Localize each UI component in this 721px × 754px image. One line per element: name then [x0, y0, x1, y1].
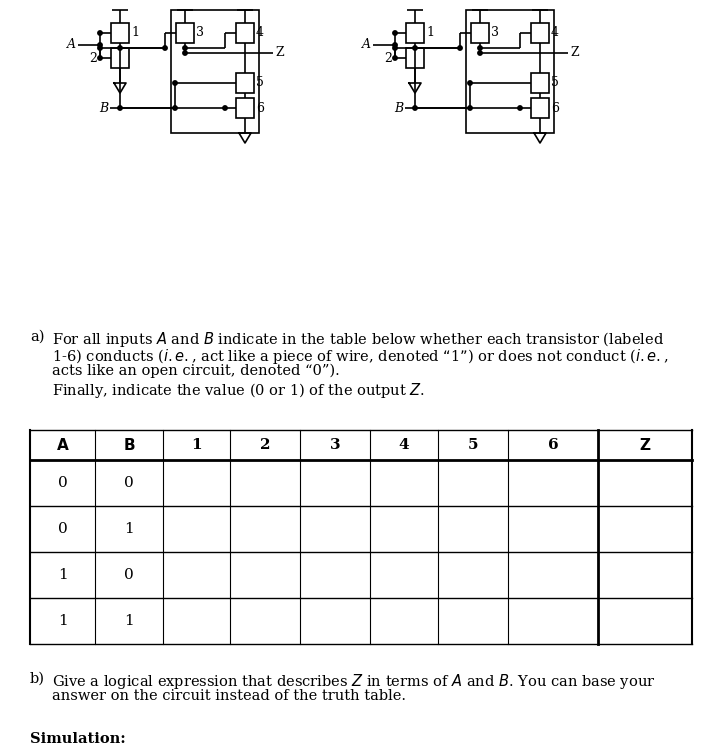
Circle shape [98, 31, 102, 35]
Circle shape [163, 46, 167, 51]
Bar [406, 23, 424, 43]
Circle shape [118, 106, 122, 110]
Text: B: B [99, 102, 108, 115]
Text: 6: 6 [548, 438, 558, 452]
Text: b): b) [30, 672, 45, 686]
Text: 4: 4 [551, 26, 559, 39]
Circle shape [98, 46, 102, 51]
Circle shape [478, 46, 482, 51]
Text: 5: 5 [551, 76, 559, 90]
Circle shape [468, 106, 472, 110]
Circle shape [173, 81, 177, 85]
Bar [466, 10, 554, 133]
Circle shape [458, 46, 462, 51]
Circle shape [413, 46, 417, 51]
Circle shape [478, 51, 482, 55]
Text: For all inputs $\mathit{A}$ and $\mathit{B}$ indicate in the table below whether: For all inputs $\mathit{A}$ and $\mathit… [52, 330, 664, 349]
Text: 1-6) conducts ($\mathit{i.e.}$, act like a piece of wire, denoted “1”) or does n: 1-6) conducts ($\mathit{i.e.}$, act like… [52, 347, 668, 366]
Text: 3: 3 [329, 438, 340, 452]
Bar [406, 48, 424, 68]
Text: answer on the circuit instead of the truth table.: answer on the circuit instead of the tru… [52, 689, 406, 703]
Circle shape [183, 46, 187, 51]
Text: 1: 1 [191, 438, 202, 452]
Circle shape [118, 46, 122, 51]
Bar [471, 23, 489, 43]
Circle shape [393, 46, 397, 51]
Text: 6: 6 [256, 102, 264, 115]
Text: Z: Z [570, 47, 579, 60]
Text: a): a) [30, 330, 45, 344]
Circle shape [183, 51, 187, 55]
Bar [236, 73, 254, 93]
Text: 1: 1 [58, 614, 67, 628]
Text: 5: 5 [468, 438, 478, 452]
Bar [171, 10, 259, 133]
Text: 0: 0 [58, 522, 67, 536]
Text: Finally, indicate the value (0 or 1) of the output $\mathit{Z}$.: Finally, indicate the value (0 or 1) of … [52, 381, 425, 400]
Text: 3: 3 [491, 26, 499, 39]
Text: 3: 3 [196, 26, 204, 39]
Bar [531, 98, 549, 118]
Bar [176, 23, 194, 43]
Text: 4: 4 [399, 438, 410, 452]
Text: $\mathbf{B}$: $\mathbf{B}$ [123, 437, 136, 453]
Text: 4: 4 [256, 26, 264, 39]
Text: B: B [394, 102, 403, 115]
Text: 2: 2 [260, 438, 270, 452]
Text: 1: 1 [124, 522, 134, 536]
Text: acts like an open circuit, denoted “0”).: acts like an open circuit, denoted “0”). [52, 364, 340, 379]
Text: A: A [67, 38, 76, 51]
Text: $\mathbf{A}$: $\mathbf{A}$ [56, 437, 69, 453]
Text: 6: 6 [551, 102, 559, 115]
Text: 5: 5 [256, 76, 264, 90]
Text: 1: 1 [426, 26, 434, 39]
Circle shape [468, 81, 472, 85]
Text: Z: Z [275, 47, 283, 60]
Text: 0: 0 [124, 568, 134, 582]
Circle shape [393, 43, 397, 48]
Circle shape [98, 43, 102, 48]
Circle shape [413, 106, 417, 110]
Circle shape [393, 56, 397, 60]
Text: $\mathbf{Z}$: $\mathbf{Z}$ [639, 437, 651, 453]
Text: 2: 2 [89, 51, 97, 65]
Text: 1: 1 [124, 614, 134, 628]
Circle shape [173, 106, 177, 110]
Text: A: A [362, 38, 371, 51]
Text: Give a logical expression that describes $\mathit{Z}$ in terms of $\mathit{A}$ a: Give a logical expression that describes… [52, 672, 655, 691]
Bar [111, 23, 129, 43]
Text: 0: 0 [124, 476, 134, 490]
Circle shape [98, 56, 102, 60]
Text: 1: 1 [58, 568, 67, 582]
Bar [531, 23, 549, 43]
Circle shape [393, 31, 397, 35]
Bar [531, 73, 549, 93]
Circle shape [223, 106, 227, 110]
Circle shape [518, 106, 522, 110]
Bar [111, 48, 129, 68]
Text: 2: 2 [384, 51, 392, 65]
Bar [236, 23, 254, 43]
Text: 1: 1 [131, 26, 139, 39]
Text: Simulation:: Simulation: [30, 732, 125, 746]
Bar [236, 98, 254, 118]
Text: 0: 0 [58, 476, 67, 490]
